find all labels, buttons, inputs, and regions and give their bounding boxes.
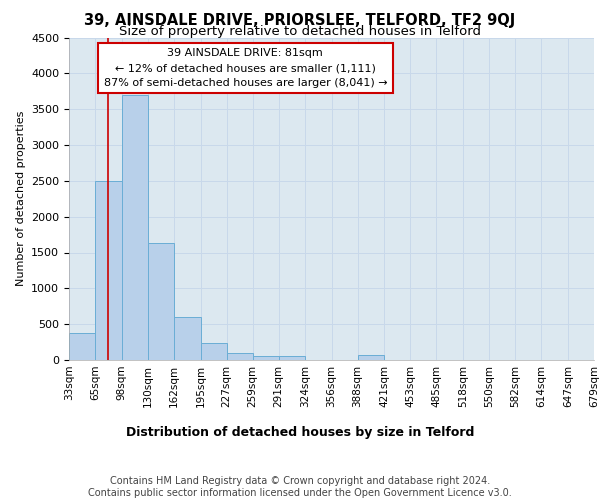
Bar	[69, 333, 95, 360]
Bar	[278, 356, 305, 360]
Bar	[122, 95, 148, 360]
Bar	[174, 317, 200, 360]
Bar	[95, 181, 122, 360]
Bar	[200, 343, 227, 360]
Bar	[148, 243, 174, 360]
Bar	[358, 355, 385, 360]
Text: Size of property relative to detached houses in Telford: Size of property relative to detached ho…	[119, 25, 481, 38]
Y-axis label: Number of detached properties: Number of detached properties	[16, 111, 26, 286]
Text: Contains HM Land Registry data © Crown copyright and database right 2024.
Contai: Contains HM Land Registry data © Crown c…	[88, 476, 512, 498]
Bar	[227, 353, 253, 360]
Text: Distribution of detached houses by size in Telford: Distribution of detached houses by size …	[126, 426, 474, 439]
Text: 39, AINSDALE DRIVE, PRIORSLEE, TELFORD, TF2 9QJ: 39, AINSDALE DRIVE, PRIORSLEE, TELFORD, …	[85, 12, 515, 28]
Bar	[253, 356, 278, 360]
Text: 39 AINSDALE DRIVE: 81sqm
← 12% of detached houses are smaller (1,111)
87% of sem: 39 AINSDALE DRIVE: 81sqm ← 12% of detach…	[104, 48, 387, 88]
